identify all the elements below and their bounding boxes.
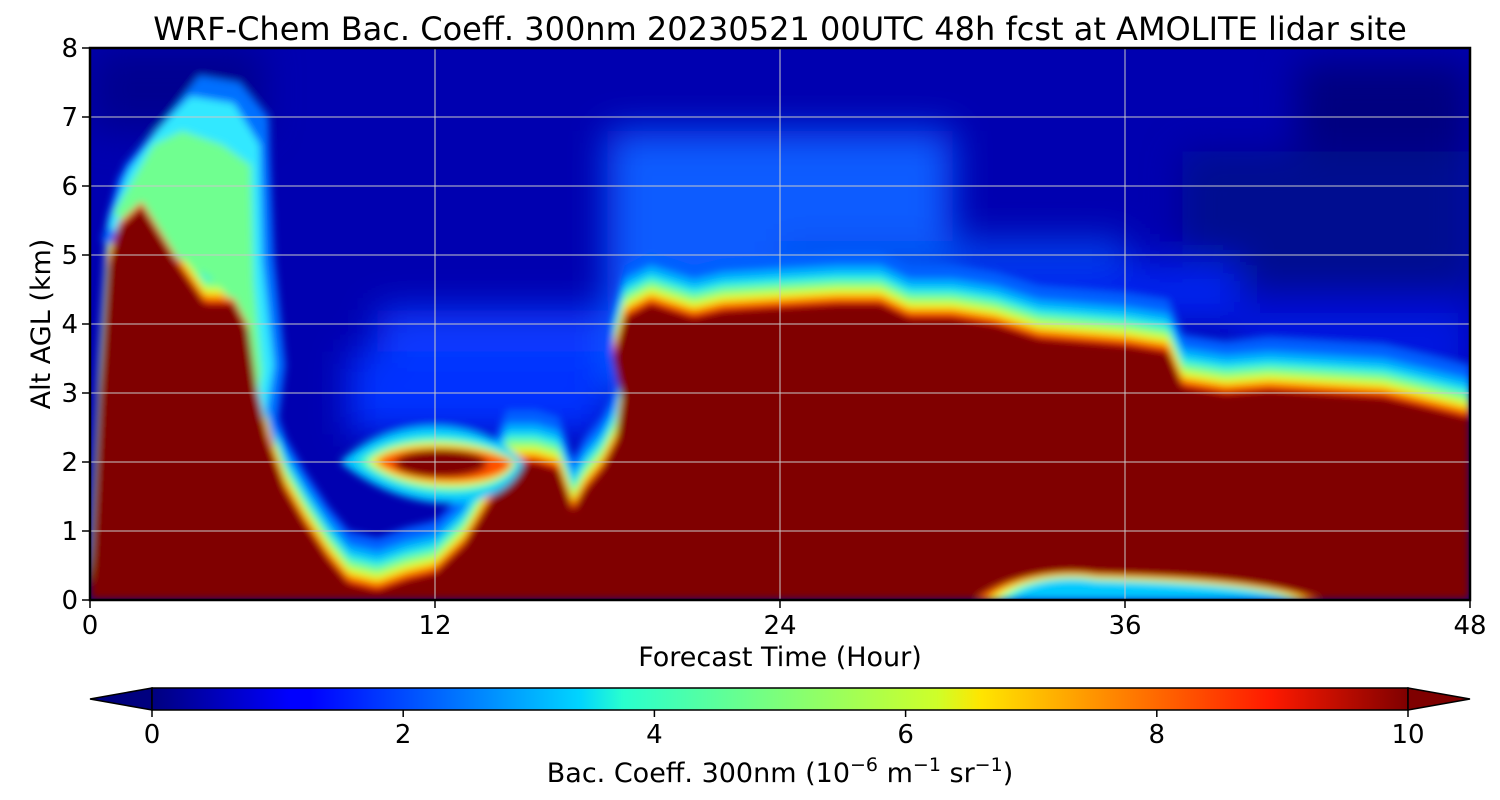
- mid-plume-core: [394, 449, 487, 478]
- chart-title: WRF-Chem Bac. Coeff. 300nm 20230521 00UT…: [153, 10, 1407, 48]
- y-tick-label: 8: [61, 34, 78, 64]
- y-axis-ticks: 0 1 2 3 4 5 6 7 8: [61, 34, 90, 616]
- colorbar-body: [151, 687, 1409, 711]
- x-tick-label: 24: [763, 611, 796, 641]
- colorbar-label-exp1: −6: [850, 754, 878, 776]
- colorbar-tick-label: 6: [897, 720, 914, 750]
- colorbar-over-arrow: [1407, 687, 1471, 711]
- colorbar-tick-label: 8: [1149, 720, 1166, 750]
- colorbar-under-arrow: [89, 687, 153, 711]
- colorbar-label-main: Bac. Coeff. 300nm (10: [547, 758, 850, 789]
- surface-clean-pocket: [975, 571, 1321, 600]
- y-tick-label: 2: [61, 448, 78, 478]
- aloft-plume-shell-2: [113, 130, 263, 428]
- x-axis-label: Forecast Time (Hour): [638, 642, 922, 673]
- y-tick-label: 3: [61, 379, 78, 409]
- y-tick-label: 6: [61, 172, 78, 202]
- y-axis-label: Alt AGL (km): [26, 239, 57, 410]
- y-tick-label: 1: [61, 517, 78, 547]
- colorbar-tick-label: 0: [144, 720, 161, 750]
- y-tick-label: 7: [61, 103, 78, 133]
- x-tick-label: 36: [1108, 611, 1141, 641]
- pocket-shell-3: [1010, 580, 1286, 600]
- colorbar: 0 2 4 6 8 10 Bac. Coeff. 300nm (10−6 m−1 sr−1…: [89, 687, 1471, 789]
- x-tick-label: 12: [418, 611, 451, 641]
- plot-area: [90, 48, 1470, 600]
- colorbar-tick-label: 10: [1391, 720, 1424, 750]
- colorbar-tick-label: 4: [646, 720, 663, 750]
- mid-level-plume: [340, 425, 525, 504]
- colorbar-label-mid: m: [878, 758, 913, 789]
- y-tick-label: 4: [61, 310, 78, 340]
- colorbar-label-exp3: −1: [975, 754, 1003, 776]
- grid-lines: [90, 48, 1470, 600]
- colorbar-label-mid2: sr: [941, 758, 976, 789]
- x-tick-label: 48: [1453, 611, 1486, 641]
- colorbar-label: Bac. Coeff. 300nm (10−6 m−1 sr−1): [547, 754, 1013, 789]
- y-tick-label: 5: [61, 241, 78, 271]
- y-tick-label: 0: [61, 586, 78, 616]
- colorbar-ticks: 0 2 4 6 8 10: [144, 710, 1425, 750]
- colorbar-label-end: ): [1003, 758, 1014, 789]
- x-tick-label: 0: [82, 611, 99, 641]
- x-axis-ticks: 0 12 24 36 48: [82, 600, 1487, 641]
- colorbar-label-exp2: −1: [913, 754, 941, 776]
- aloft-plume: [101, 75, 286, 449]
- colorbar-tick-label: 2: [395, 720, 412, 750]
